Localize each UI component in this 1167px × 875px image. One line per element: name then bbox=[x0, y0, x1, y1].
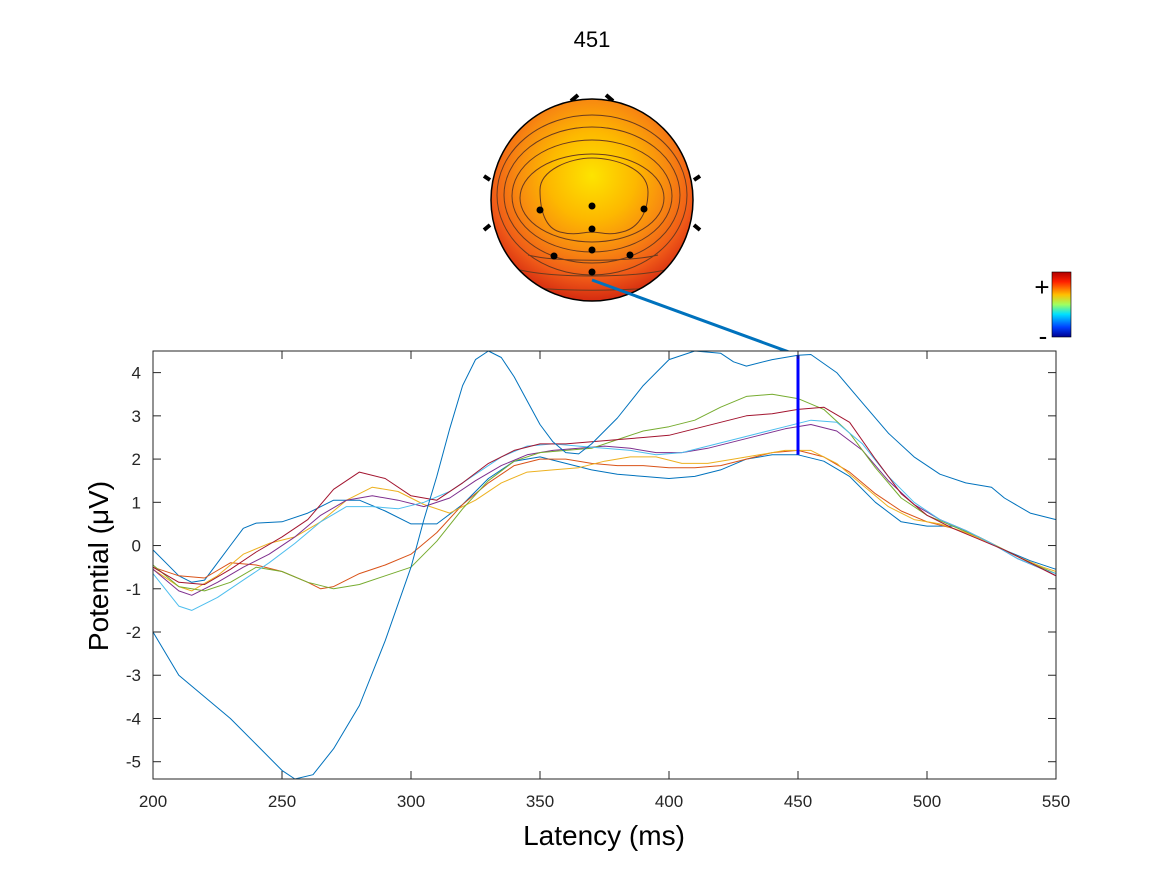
plot-axes: 200 250 300 350 400 450 500 550 -5 -4 -3 -2 -1 0 1 2 3 4 bbox=[126, 350, 1070, 811]
y-tick-label: -3 bbox=[126, 666, 141, 685]
y-axis-label: Potential (μV) bbox=[83, 481, 114, 651]
x-tick-label: 200 bbox=[139, 792, 167, 811]
series-line-1 bbox=[152, 454, 1057, 583]
electrode-dot bbox=[640, 205, 648, 213]
x-tick-label: 550 bbox=[1042, 792, 1070, 811]
x-tick-label: 300 bbox=[397, 792, 425, 811]
right-ear-mark bbox=[692, 174, 702, 232]
x-tick-label: 500 bbox=[913, 792, 941, 811]
y-tick-label: -2 bbox=[126, 623, 141, 642]
y-axis-ticks: -5 -4 -3 -2 -1 0 1 2 3 4 bbox=[126, 364, 1056, 772]
y-tick-label: 4 bbox=[132, 364, 141, 383]
topoplot-connector-line bbox=[591, 278, 799, 357]
x-tick-label: 450 bbox=[784, 792, 812, 811]
x-axis-ticks: 200 250 300 350 400 450 500 550 bbox=[139, 351, 1070, 811]
electrode-dot bbox=[588, 225, 596, 233]
series-line-7 bbox=[152, 406, 1057, 585]
colorbar-scale bbox=[1051, 271, 1072, 338]
y-tick-label: -1 bbox=[126, 580, 141, 599]
head-outline bbox=[490, 98, 694, 302]
electrode-dot bbox=[626, 251, 634, 259]
electrode-dot bbox=[588, 268, 596, 276]
colorbar-plus-label: + bbox=[1034, 272, 1049, 302]
series-line-8 bbox=[152, 350, 1057, 780]
electrode-dots bbox=[536, 202, 648, 276]
plot-frame bbox=[152, 350, 1057, 780]
electrode-dot bbox=[550, 252, 558, 260]
y-tick-label: -4 bbox=[126, 709, 141, 728]
colorbar-minus-label: - bbox=[1039, 321, 1048, 351]
series-line-5 bbox=[152, 393, 1057, 592]
series-lines bbox=[152, 350, 1057, 780]
y-tick-label: -5 bbox=[126, 753, 141, 772]
left-ear-mark bbox=[482, 174, 492, 232]
colorbar: + - bbox=[1034, 271, 1072, 351]
electrode-dot bbox=[536, 206, 544, 214]
scalp-topoplot bbox=[482, 93, 702, 302]
y-tick-label: 2 bbox=[132, 450, 141, 469]
series-line-6 bbox=[152, 419, 1057, 611]
y-tick-label: 3 bbox=[132, 407, 141, 426]
electrode-dot bbox=[588, 202, 596, 210]
plot-area bbox=[153, 351, 1056, 779]
x-axis-label: Latency (ms) bbox=[523, 820, 685, 851]
x-tick-label: 350 bbox=[526, 792, 554, 811]
y-tick-label: 0 bbox=[132, 537, 141, 556]
y-tick-label: 1 bbox=[132, 493, 141, 512]
x-tick-label: 250 bbox=[268, 792, 296, 811]
nose-mark bbox=[569, 93, 615, 103]
chart-title: 451 bbox=[574, 27, 611, 52]
x-tick-label: 400 bbox=[655, 792, 683, 811]
electrode-dot bbox=[588, 246, 596, 254]
